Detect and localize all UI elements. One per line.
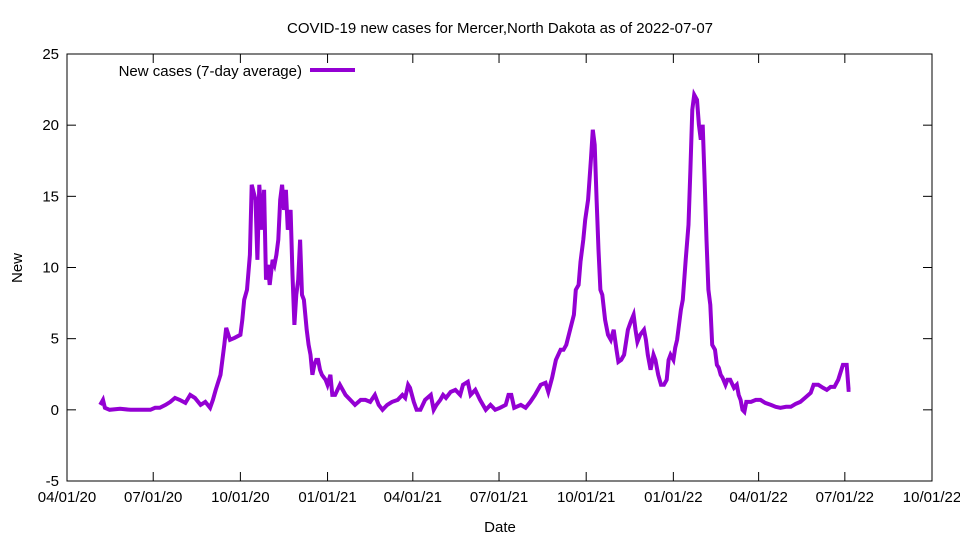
y-tick-label: 5 [51, 331, 59, 348]
legend-label: New cases (7-day average) [119, 63, 302, 80]
x-tick-label: 10/01/21 [557, 489, 615, 506]
x-tick-label: 01/01/22 [644, 489, 702, 506]
plot-border [66, 53, 933, 482]
chart-title: COVID-19 new cases for Mercer,North Dako… [287, 20, 713, 37]
y-tick-label: 20 [42, 117, 59, 134]
series-line-new-cases [98, 88, 851, 416]
y-tick-label: 10 [42, 260, 59, 277]
y-tick-label: 15 [42, 188, 59, 205]
x-tick-label: 07/01/22 [816, 489, 874, 506]
x-tick-label: 10/01/22 [903, 489, 960, 506]
y-tick-label: -5 [46, 473, 59, 490]
x-tick-label: 04/01/22 [729, 489, 787, 506]
y-axis-label: New [9, 253, 26, 283]
legend: New cases (7-day average) [119, 63, 355, 80]
x-axis-label: Date [484, 519, 516, 536]
x-tick-label: 10/01/20 [211, 489, 269, 506]
x-tick-label: 04/01/21 [384, 489, 442, 506]
x-axis: 04/01/20 07/01/20 10/01/20 01/01/21 04/01/21… [38, 54, 960, 506]
x-tick-label: 01/01/21 [298, 489, 356, 506]
y-tick-label: 25 [42, 46, 59, 63]
x-tick-label: 07/01/20 [124, 489, 182, 506]
y-tick-label: 0 [51, 402, 59, 419]
x-tick-label: 04/01/20 [38, 489, 96, 506]
y-axis: -5 0 5 10 15 20 25 [42, 46, 932, 490]
x-tick-label: 07/01/21 [470, 489, 528, 506]
